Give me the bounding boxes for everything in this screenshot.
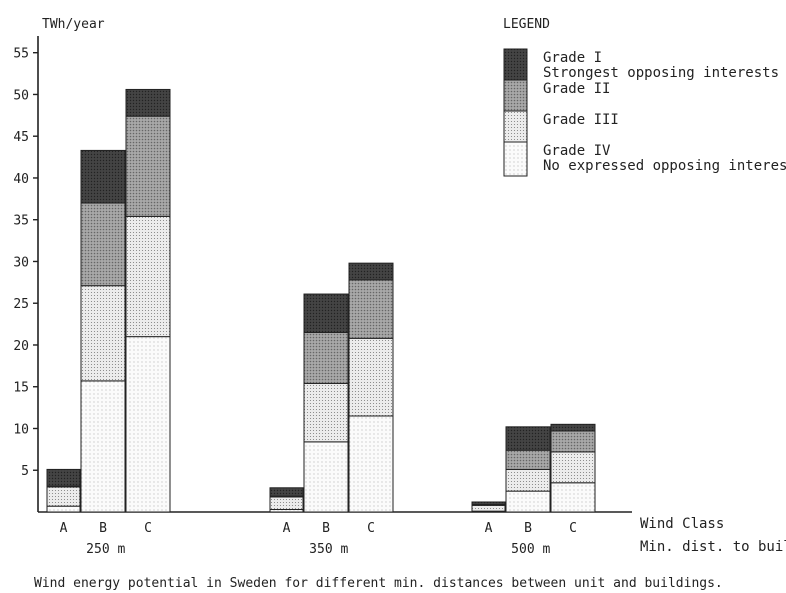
bar-segment-grade-i bbox=[471, 501, 506, 505]
group-label: 500 m bbox=[511, 542, 550, 557]
category-label: B bbox=[99, 521, 107, 536]
bar-segment-grade-iii bbox=[550, 451, 596, 484]
y-tick-label: 10 bbox=[13, 422, 29, 437]
bar-segment-grade-i bbox=[550, 423, 596, 432]
bar-segment-grade-iv bbox=[303, 441, 349, 513]
bar-segment-grade-iii bbox=[471, 504, 506, 512]
bar-segment-grade-iv bbox=[125, 336, 171, 513]
legend-sublabel: No expressed opposing interests bbox=[543, 158, 786, 174]
y-axis-label: TWh/year bbox=[42, 17, 105, 32]
bar-segment-grade-iii bbox=[505, 468, 551, 492]
bar-segment-grade-ii bbox=[125, 115, 171, 217]
y-tick-label: 30 bbox=[13, 255, 29, 270]
bar-segment-grade-iii bbox=[348, 337, 394, 417]
bar-segment-grade-ii bbox=[348, 279, 394, 339]
y-tick-label: 20 bbox=[13, 339, 29, 354]
y-tick-label: 35 bbox=[13, 214, 29, 229]
category-label: B bbox=[524, 521, 532, 536]
bar-segment-grade-i bbox=[125, 88, 171, 117]
bar-segment-grade-i bbox=[80, 149, 126, 204]
y-tick-label: 25 bbox=[13, 297, 29, 312]
legend-swatch bbox=[503, 48, 528, 81]
legend-label: Grade II bbox=[543, 81, 610, 97]
bar-segment-grade-i bbox=[269, 487, 304, 497]
bar-segment-grade-iv bbox=[46, 505, 81, 513]
bar-segment-grade-i bbox=[303, 293, 349, 333]
legend-swatch bbox=[503, 110, 528, 143]
category-label: B bbox=[322, 521, 330, 536]
bar-segment-grade-ii bbox=[303, 331, 349, 384]
legend-swatch bbox=[503, 141, 528, 177]
bar-segment-grade-iii bbox=[125, 215, 171, 338]
y-tick-label: 50 bbox=[13, 88, 29, 103]
category-label: A bbox=[485, 521, 493, 536]
category-label: C bbox=[144, 521, 152, 536]
bars bbox=[46, 88, 596, 513]
y-tick-label: 55 bbox=[13, 47, 29, 62]
bar-segment-grade-iv bbox=[80, 380, 126, 513]
group-label: 250 m bbox=[86, 542, 125, 557]
category-label: C bbox=[367, 521, 375, 536]
bar-segment-grade-iii bbox=[303, 382, 349, 443]
legend-label: Grade I bbox=[543, 50, 602, 66]
y-tick-label: 15 bbox=[13, 381, 29, 396]
bar-segment-grade-i bbox=[348, 262, 394, 281]
legend-label: Grade III bbox=[543, 112, 619, 128]
bar-segment-grade-iv bbox=[550, 482, 596, 513]
figure-caption: Wind energy potential in Sweden for diff… bbox=[34, 576, 723, 591]
group-label: 350 m bbox=[309, 542, 348, 557]
x-tick-labels: A B C 250 m A B C 350 m A B C 500 m bbox=[60, 521, 577, 557]
legend-title: LEGEND bbox=[503, 17, 550, 32]
category-label: A bbox=[60, 521, 68, 536]
bar-segment-grade-i bbox=[46, 468, 81, 487]
bar-segment-grade-ii bbox=[550, 430, 596, 453]
legend-label: Grade IV bbox=[543, 143, 611, 159]
legend-swatch bbox=[503, 79, 528, 112]
bar-segment-grade-ii bbox=[80, 202, 126, 287]
bar-segment-grade-i bbox=[505, 426, 551, 451]
y-ticks: 5 10 15 20 25 30 35 40 45 50 55 bbox=[13, 47, 38, 479]
y-tick-label: 5 bbox=[21, 464, 29, 479]
bar-segment-grade-iii bbox=[269, 496, 304, 510]
bar-segment-grade-iv bbox=[505, 490, 551, 513]
category-label: C bbox=[569, 521, 577, 536]
legend-sublabel: Strongest opposing interests bbox=[543, 65, 779, 81]
bar-segment-grade-ii bbox=[505, 449, 551, 470]
y-tick-label: 45 bbox=[13, 130, 29, 145]
x-axis-label-min-dist: Min. dist. to buildings bbox=[640, 539, 786, 555]
bar-segment-grade-iv bbox=[348, 415, 394, 513]
bar-segment-grade-iii bbox=[80, 285, 126, 382]
y-tick-label: 40 bbox=[13, 172, 29, 187]
bar-segment-grade-iii bbox=[46, 486, 81, 507]
category-label: A bbox=[283, 521, 291, 536]
x-axis-label-wind-class: Wind Class bbox=[640, 516, 724, 532]
